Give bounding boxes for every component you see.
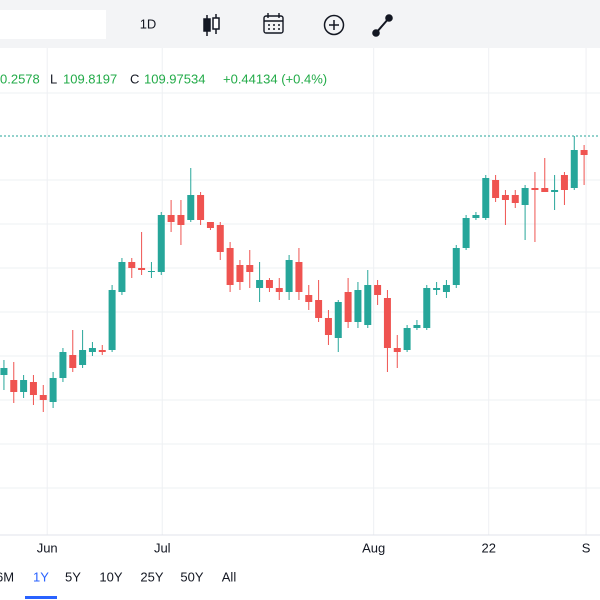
range-button[interactable]: All	[222, 569, 237, 584]
candle-body	[206, 222, 214, 228]
candle-body	[20, 380, 28, 392]
compare-icon[interactable]	[323, 14, 345, 36]
candle-body	[442, 285, 450, 292]
candle-body	[256, 280, 264, 288]
candle-body	[482, 178, 490, 218]
candle-body	[69, 355, 77, 368]
candle-body	[59, 352, 67, 378]
candle-body	[0, 368, 8, 375]
candle-body	[541, 188, 549, 192]
candle-body	[324, 318, 332, 335]
candle-body	[452, 248, 460, 285]
candle-body	[344, 292, 352, 322]
candle-body	[29, 382, 37, 395]
range-button[interactable]: 6M	[0, 569, 14, 584]
x-tick-label: 22	[481, 540, 495, 555]
legend-close-key: C	[130, 71, 139, 86]
candle-body	[10, 380, 18, 392]
candle-body	[521, 188, 529, 205]
legend-high: 0.2578	[0, 71, 40, 86]
candle-body	[39, 395, 47, 400]
interval-button[interactable]: 1D	[140, 16, 157, 31]
candle-body	[393, 348, 401, 352]
x-tick-label: S	[582, 540, 591, 555]
candle-body	[187, 195, 195, 220]
x-tick-label: Jun	[37, 540, 58, 555]
candle-body	[138, 268, 146, 270]
legend-change: +0.44134 (+0.4%)	[223, 71, 327, 86]
range-button[interactable]: 1Y	[33, 569, 49, 584]
candle-body	[177, 215, 185, 225]
candle-body	[570, 150, 578, 188]
candle-body	[334, 302, 342, 338]
candle-body	[315, 300, 323, 318]
legend-close: 109.97534	[144, 71, 205, 86]
symbol-search[interactable]	[0, 10, 106, 39]
candle-body	[108, 290, 116, 350]
candle-body	[49, 378, 57, 402]
candle-body	[364, 285, 372, 325]
candle-body	[560, 175, 568, 190]
candle-body	[79, 350, 87, 365]
candle-body	[236, 265, 244, 282]
candle-body	[88, 348, 96, 352]
candle-body	[531, 188, 539, 190]
candle-body	[285, 260, 293, 292]
candle-body	[433, 288, 441, 290]
candle-body	[580, 150, 588, 155]
candle-body	[413, 325, 421, 328]
legend-low: 109.8197	[63, 71, 117, 86]
range-button[interactable]: 50Y	[180, 569, 203, 584]
candle-body	[551, 190, 559, 192]
range-button[interactable]: 5Y	[65, 569, 81, 584]
range-button[interactable]: 25Y	[140, 569, 163, 584]
candle-body	[197, 195, 205, 220]
candle-body	[216, 225, 224, 252]
candle-body	[374, 285, 382, 295]
candle-body	[167, 215, 175, 222]
range-bar: 6M 1Y 5Y 10Y 25Y 50Y All	[0, 569, 236, 599]
candle-body	[275, 288, 283, 292]
candle-body	[472, 215, 480, 218]
candle-body	[265, 280, 273, 288]
candle-body	[147, 271, 155, 272]
legend-low-key: L	[50, 71, 57, 86]
candle-body	[511, 195, 519, 203]
candle-body	[501, 195, 509, 200]
candle-body	[305, 295, 313, 302]
candle-body	[226, 248, 234, 285]
x-tick-label: Aug	[362, 540, 385, 555]
candle-body	[128, 262, 136, 268]
candle-body	[354, 290, 362, 322]
draw-line-icon[interactable]	[372, 14, 393, 37]
candle-type-icon[interactable]	[203, 14, 220, 36]
candle-body	[462, 218, 470, 248]
candle-body	[295, 262, 303, 292]
candle-body	[118, 262, 126, 292]
candle-body	[383, 298, 391, 348]
range-selected-underline	[25, 596, 57, 599]
candle-body	[98, 350, 106, 352]
candle-body	[403, 328, 411, 350]
candle-body	[157, 215, 165, 272]
range-button[interactable]: 10Y	[99, 569, 122, 584]
ohlc-legend: 0.2578 L 109.8197 C 109.97534 +0.44134 (…	[0, 71, 327, 86]
candles	[0, 136, 588, 412]
x-tick-label: Jul	[154, 540, 171, 555]
calendar-icon[interactable]	[263, 13, 284, 34]
candle-body	[492, 180, 500, 198]
candle-body	[246, 265, 254, 272]
candle-body	[423, 288, 431, 328]
